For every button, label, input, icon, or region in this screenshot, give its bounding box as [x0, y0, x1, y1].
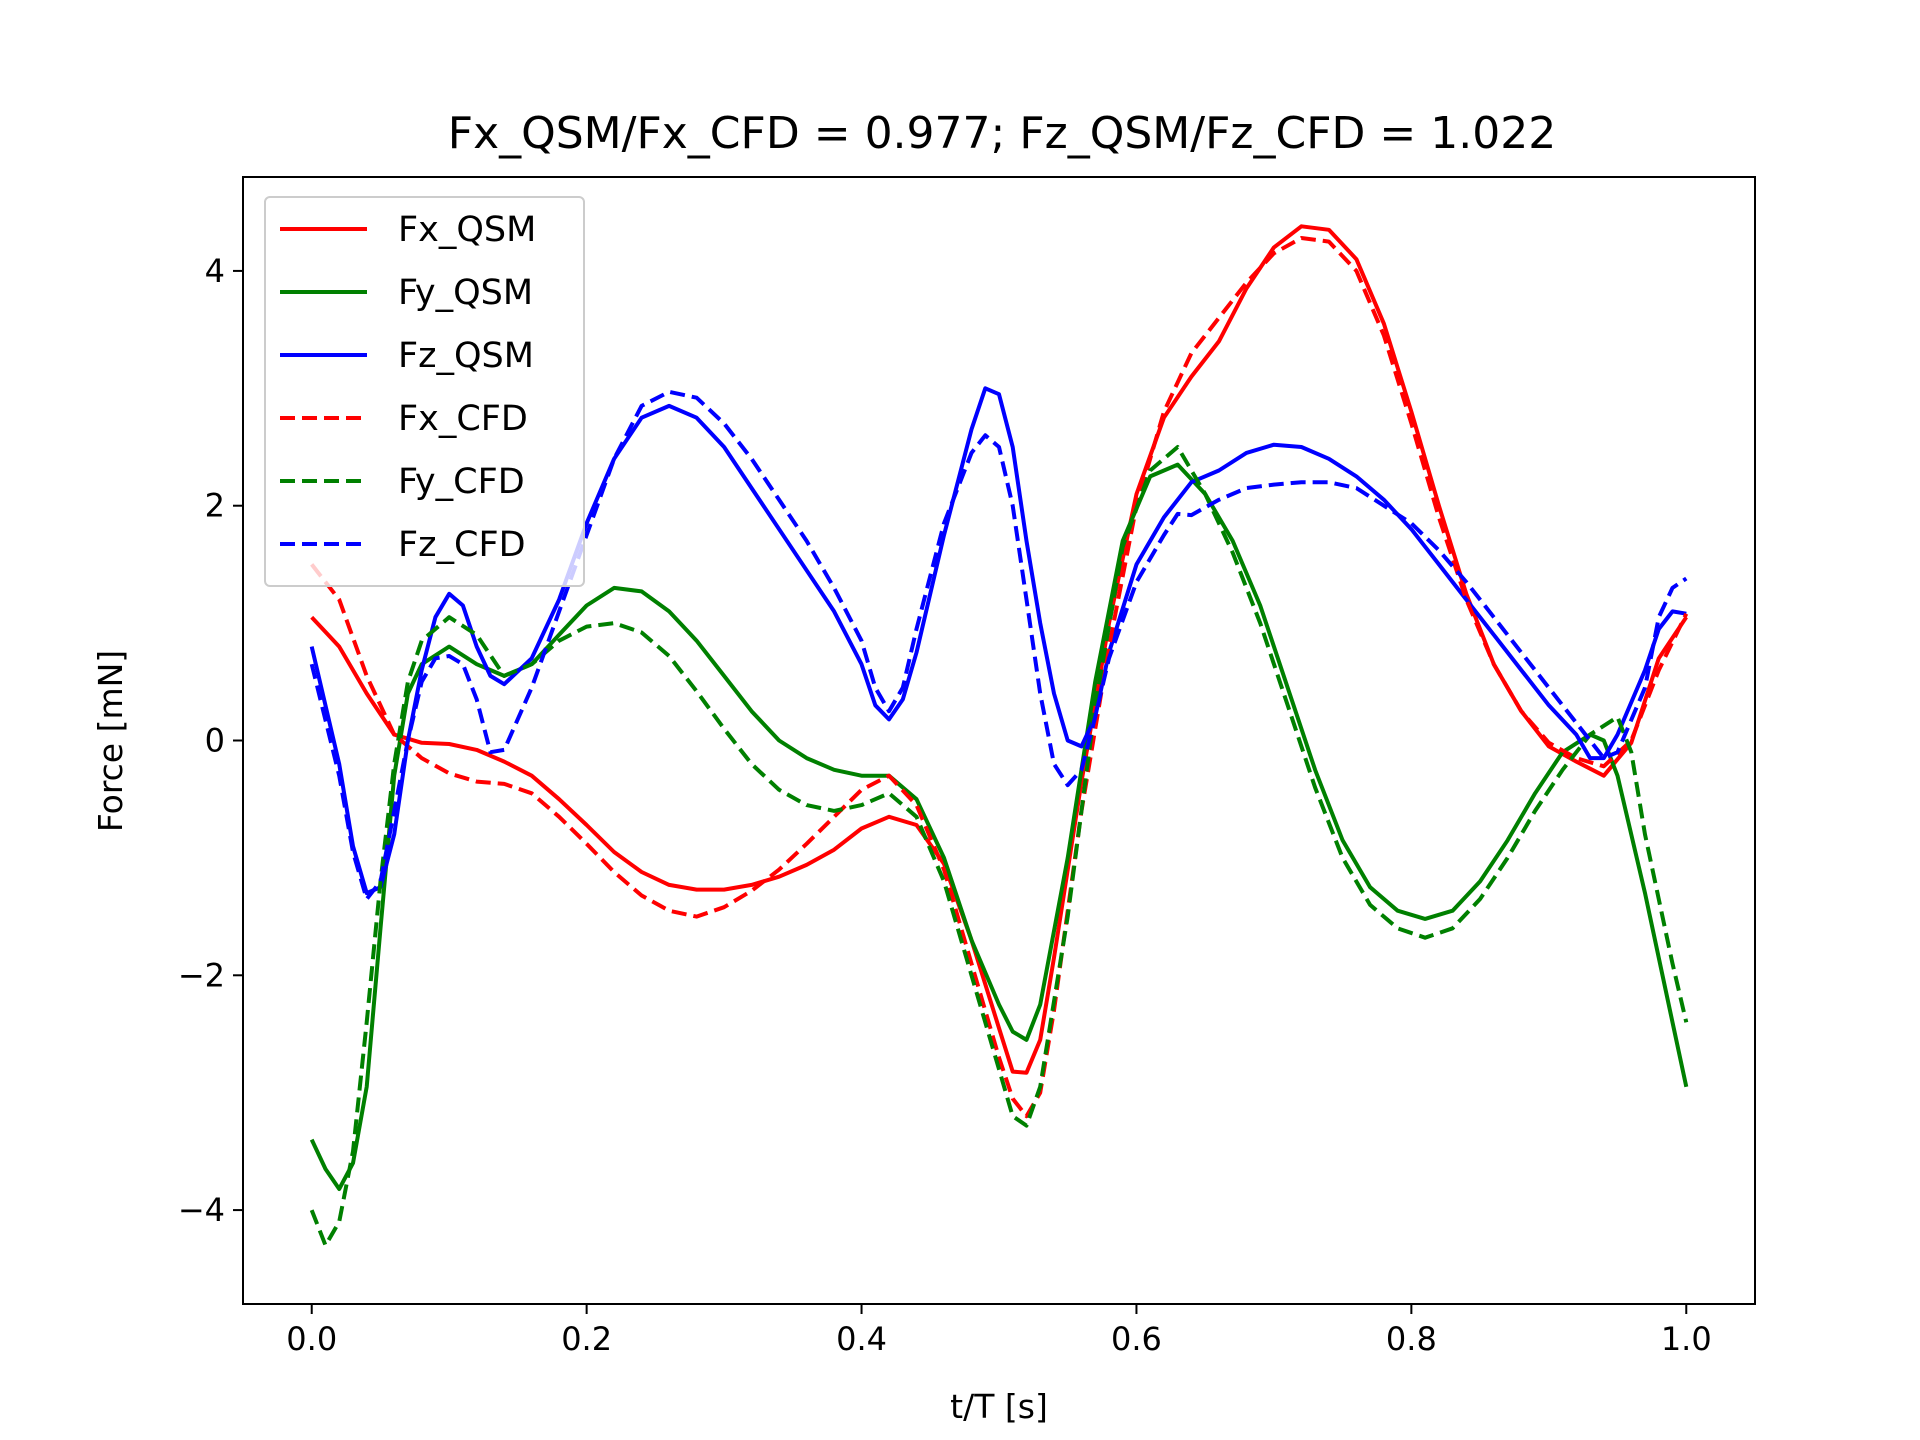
x-tick-label: 0.2: [561, 1320, 612, 1358]
x-tick-label: 1.0: [1661, 1320, 1712, 1358]
legend-box: [264, 196, 585, 587]
y-tick-label: −2: [178, 956, 225, 994]
series-line-fz-cfd: [309, 389, 1688, 901]
legend-label: Fx_QSM: [398, 210, 536, 250]
x-tick-label: 0.6: [1111, 1320, 1162, 1358]
legend-label: Fz_QSM: [398, 336, 534, 376]
series-line-fz-qsm: [309, 386, 1687, 896]
y-tick-label: 4: [205, 252, 225, 290]
legend-label: Fx_CFD: [398, 399, 528, 439]
plot-lines: [309, 224, 1689, 1248]
y-tick-label: −4: [178, 1191, 225, 1229]
y-tick-label: 2: [205, 487, 225, 525]
legend-label: Fy_CFD: [398, 462, 525, 502]
y-tick-label: 0: [205, 722, 225, 760]
series-line-fx-qsm: [310, 224, 1688, 1075]
series-line-fy-cfd: [309, 445, 1689, 1248]
x-tick-label: 0.8: [1386, 1320, 1437, 1358]
x-tick-label: 0.4: [836, 1320, 887, 1358]
x-axis: 0.0 0.2 0.4 0.6 0.8 1.0: [286, 1304, 1712, 1358]
legend: Fx_QSM Fy_QSM Fz_QSM Fx_CFD Fy_CFD Fz_CFD: [264, 196, 585, 587]
chart-title: Fx_QSM/Fx_CFD = 0.977; Fz_QSM/Fz_CFD = 1…: [448, 108, 1556, 159]
x-tick-label: 0.0: [286, 1320, 337, 1358]
legend-label: Fy_QSM: [398, 273, 533, 313]
series-line-fy-qsm: [309, 462, 1689, 1191]
legend-label: Fz_CFD: [398, 525, 526, 565]
y-axis-label: Force [mN]: [91, 650, 130, 832]
y-axis: −4 −2 0 2 4: [178, 252, 243, 1229]
series-line-fx-cfd: [310, 236, 1689, 1119]
x-axis-label: t/T [s]: [950, 1387, 1048, 1426]
